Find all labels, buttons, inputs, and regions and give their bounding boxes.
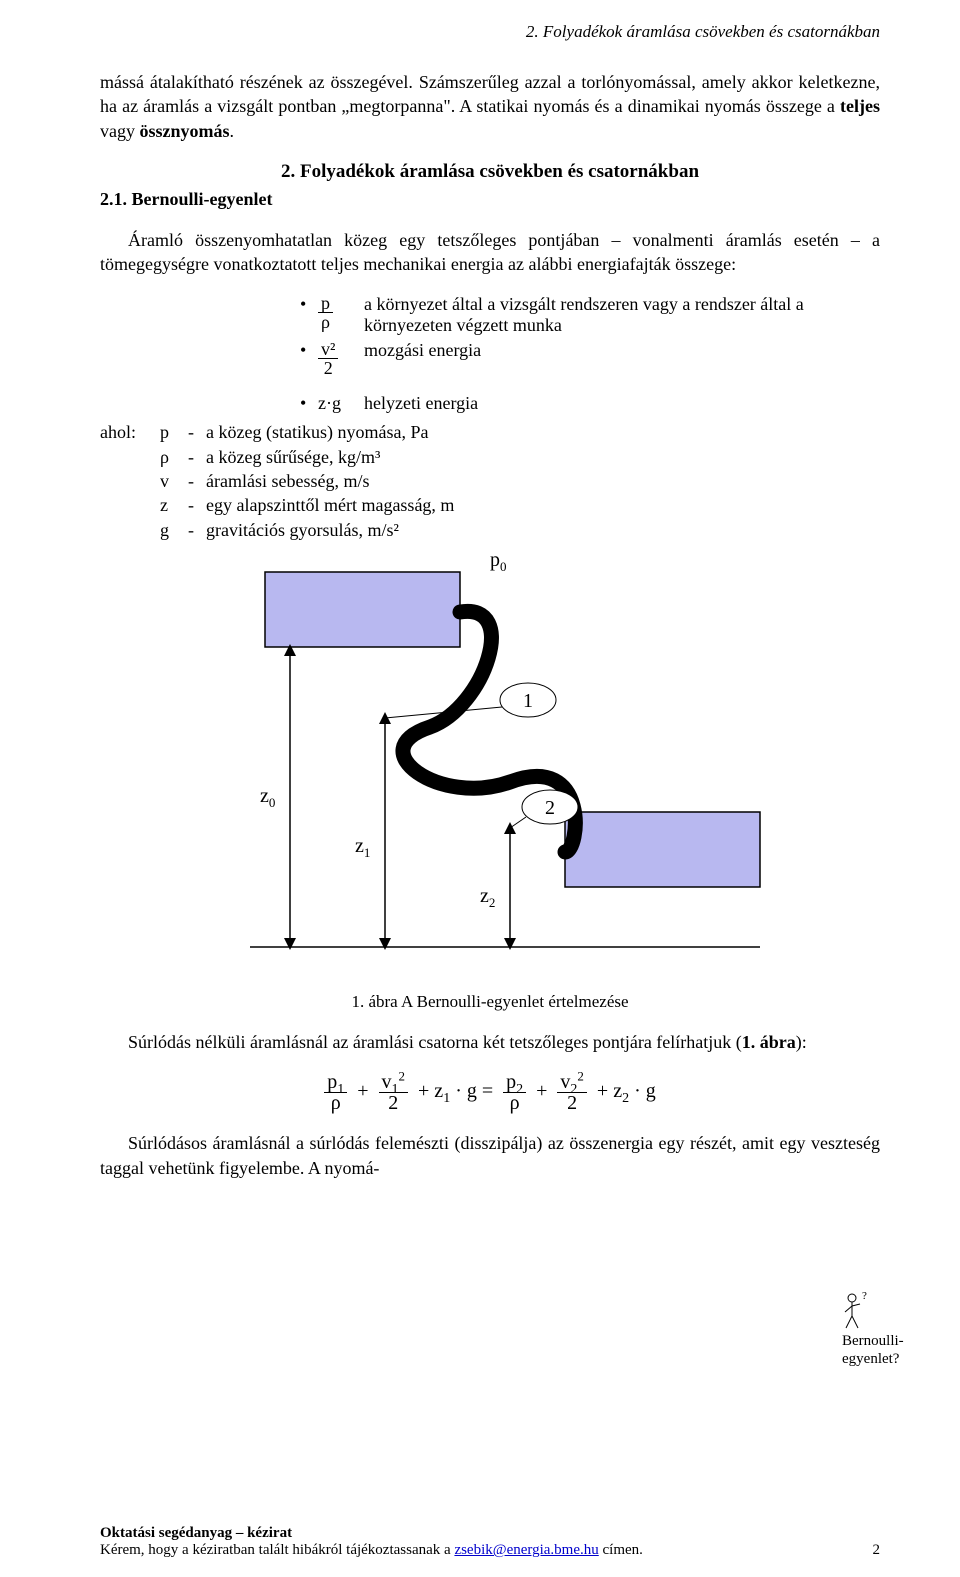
bullet-icon: • bbox=[300, 340, 318, 361]
bullet-3-sym: z·g bbox=[318, 393, 364, 414]
bullet-1-frac: pρ bbox=[318, 294, 364, 331]
footer-line1: Oktatási segédanyag – kézirat bbox=[100, 1525, 292, 1541]
fig-label-1: 1 bbox=[523, 690, 533, 712]
fig-label-p0: p0 bbox=[490, 552, 507, 574]
figure-svg: 1 2 p0 z0 z1 z2 bbox=[210, 552, 770, 982]
para1-c: vagy bbox=[100, 121, 140, 141]
margin-note: ? Bernoulli- egyenlet? bbox=[842, 1290, 952, 1368]
bullet-3-text: helyzeti energia bbox=[364, 393, 880, 414]
footer-email-link[interactable]: zsebik@energia.bme.hu bbox=[454, 1542, 598, 1558]
fig-label-z1: z1 bbox=[355, 835, 370, 860]
para1-d: össznyomás bbox=[140, 121, 230, 141]
fig-label-z2: z2 bbox=[480, 885, 495, 910]
bernoulli-equation: p1ρ + v122 + z1 · g = p2ρ + v222 + z2 · … bbox=[100, 1072, 880, 1113]
footer-page-number: 2 bbox=[873, 1542, 881, 1559]
bullet-icon: • bbox=[300, 393, 318, 414]
para-3: Súrlódás nélküli áramlásnál az áramlási … bbox=[100, 1030, 880, 1054]
svg-text:?: ? bbox=[862, 1290, 867, 1302]
bullet-2-frac: v²2 bbox=[318, 340, 364, 377]
section-title: 2. Folyadékok áramlása csövekben és csat… bbox=[100, 161, 880, 183]
para1-a: mássá átalakítható részének az összegéve… bbox=[100, 72, 880, 116]
bullet-1-text: a környezet által a vizsgált rendszeren … bbox=[364, 294, 880, 336]
energy-bullets: • pρ a környezet által a vizsgált rendsz… bbox=[300, 294, 880, 414]
page-footer: Oktatási segédanyag – kézirat Kérem, hog… bbox=[100, 1525, 880, 1559]
para-2: Áramló összenyomhatatlan közeg egy tetsz… bbox=[100, 228, 880, 277]
bullet-3: • z·g helyzeti energia bbox=[300, 393, 880, 414]
para1-e: . bbox=[230, 121, 235, 141]
where-lead: ahol: bbox=[100, 420, 160, 444]
para-4: Súrlódásos áramlásnál a súrlódás felemés… bbox=[100, 1131, 880, 1180]
question-person-icon: ? bbox=[842, 1290, 870, 1330]
subsection-title: 2.1. Bernoulli-egyenlet bbox=[100, 189, 880, 210]
bullet-icon: • bbox=[300, 294, 318, 315]
fig-label-z0: z0 bbox=[260, 785, 275, 810]
bullet-2: • v²2 mozgási energia bbox=[300, 340, 880, 377]
footer-line2a: Kérem, hogy a kéziratban talált hibákról… bbox=[100, 1542, 454, 1558]
figure-bernoulli: 1 2 p0 z0 z1 z2 bbox=[210, 552, 770, 982]
footer-line2c: címen. bbox=[599, 1542, 643, 1558]
figure-caption: 1. ábra A Bernoulli-egyenlet értelmezése bbox=[100, 992, 880, 1012]
fig-label-2: 2 bbox=[545, 797, 555, 819]
bullet-1: • pρ a környezet által a vizsgált rendsz… bbox=[300, 294, 880, 336]
running-header: 2. Folyadékok áramlása csövekben és csat… bbox=[526, 22, 880, 42]
where-list: ahol:p-a közeg (statikus) nyomása, Pa ρ-… bbox=[100, 420, 880, 541]
para-1: mássá átalakítható részének az összegéve… bbox=[100, 70, 880, 143]
para1-b: teljes bbox=[840, 96, 880, 116]
bullet-2-text: mozgási energia bbox=[364, 340, 880, 361]
